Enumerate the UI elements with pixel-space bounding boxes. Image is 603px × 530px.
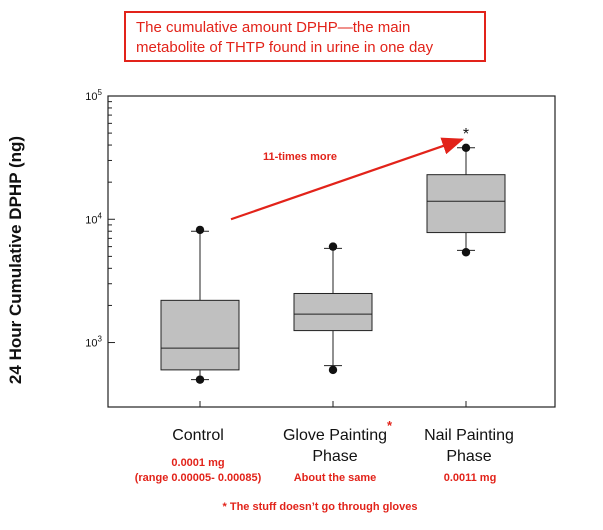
title-box: The cumulative amount DPHP—the main meta… [124, 11, 486, 62]
y-tick-label: 105 [85, 88, 102, 103]
title-line-1: The cumulative amount DPHP—the main [136, 19, 411, 36]
category-glove-line1: Glove Painting [282, 427, 388, 444]
note-control-line1: 0.0001 mg [171, 457, 225, 469]
category-label-nail: Nail Painting Phase [404, 425, 534, 467]
category-label-glove: Glove Painting Phase [270, 425, 400, 467]
significance-asterisk: * [463, 126, 469, 143]
box-iqr [426, 174, 506, 234]
outlier-point-low [461, 248, 471, 257]
arrow-label: 11-times more [263, 151, 337, 163]
y-tick-label: 103 [85, 335, 102, 350]
box-iqr [293, 292, 373, 332]
category-glove-line2: Phase [312, 448, 358, 465]
y-tick-label: 104 [85, 211, 102, 226]
note-control-line2: (range 0.00005- 0.00085) [134, 472, 262, 484]
category-nail-line1: Nail Painting [424, 427, 514, 444]
plot-frame [107, 95, 556, 408]
note-nail: 0.0011 mg [443, 472, 497, 484]
category-control-line1: Control [172, 427, 224, 444]
title-line-2: metabolite of THTP found in urine in one… [136, 39, 434, 56]
outlier-point-low [328, 365, 338, 375]
glove-star: * [387, 418, 393, 433]
outlier-point-high [195, 225, 205, 235]
outlier-point-high [328, 242, 338, 251]
note-glove: About the same [293, 472, 377, 484]
footnote: * The stuff doesn’t go through gloves [222, 501, 418, 513]
category-label-control: Control [138, 425, 258, 446]
box-iqr [160, 299, 240, 371]
outlier-point-low [195, 375, 205, 384]
outlier-point-high [461, 143, 471, 153]
category-nail-line2: Phase [446, 448, 492, 465]
note-control: 0.0001 mg (range 0.00005- 0.00085) [118, 456, 278, 486]
trend-arrow [230, 137, 465, 221]
